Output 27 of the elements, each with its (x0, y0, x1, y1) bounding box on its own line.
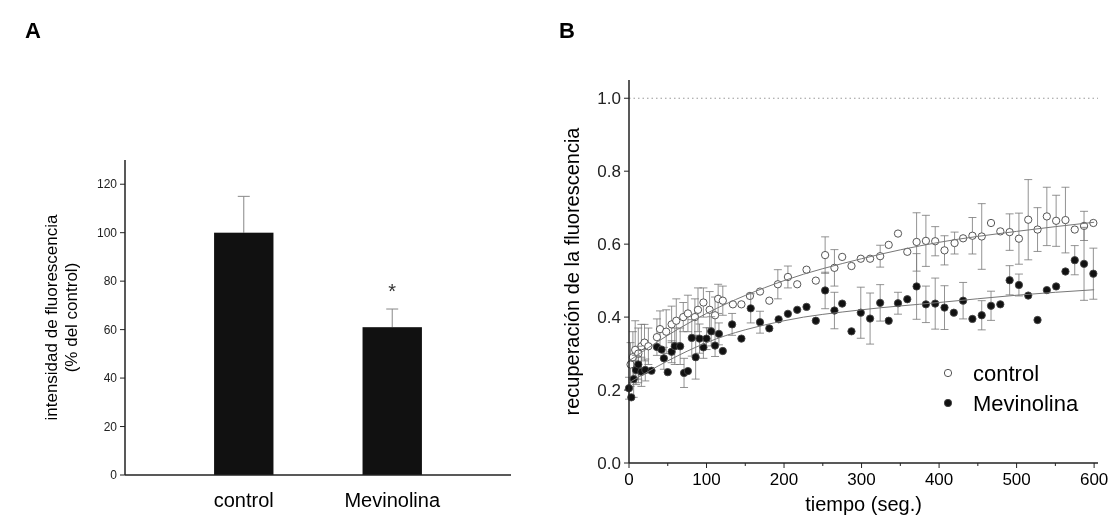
y-tick-label: 0.0 (597, 453, 621, 473)
y-tick-label: 0.2 (597, 381, 621, 400)
y-tick-label: 80 (103, 274, 118, 289)
x-tick-label: 500 (1002, 470, 1031, 489)
y-tick-label: 1.0 (597, 89, 621, 109)
x-tick-label: 400 (924, 470, 954, 489)
y-axis-title: recuperación de la fluorescencia (561, 126, 583, 416)
y-tick-label: 60 (103, 322, 118, 337)
x-tick-label: 100 (692, 470, 721, 489)
x-tick-label: 0 (624, 470, 634, 489)
y-tick-label: 120 (96, 177, 118, 192)
chart-title: A (25, 18, 41, 43)
y-tick-label: 40 (103, 371, 118, 386)
y-axis-title: intensidad de fluorescencia (% del control) (41, 213, 82, 421)
y-tick-label: 0.6 (597, 235, 621, 255)
y-tick-label: 20 (103, 419, 118, 434)
y-tick-label: 100 (96, 225, 118, 240)
annotation: * (388, 280, 397, 303)
y-tick-label: 0.4 (597, 308, 621, 328)
x-tick-label: 300 (847, 470, 876, 489)
legend-label: control (973, 360, 1040, 386)
x-axis-title: tiempo (seg.) (805, 493, 922, 515)
legend-label: Mevinolina (973, 390, 1079, 416)
chart-title: B (559, 18, 575, 43)
x-tick-label: 600 (1079, 470, 1109, 489)
x-tick-label: 200 (769, 470, 799, 489)
y-tick-label: 0.8 (597, 162, 621, 182)
